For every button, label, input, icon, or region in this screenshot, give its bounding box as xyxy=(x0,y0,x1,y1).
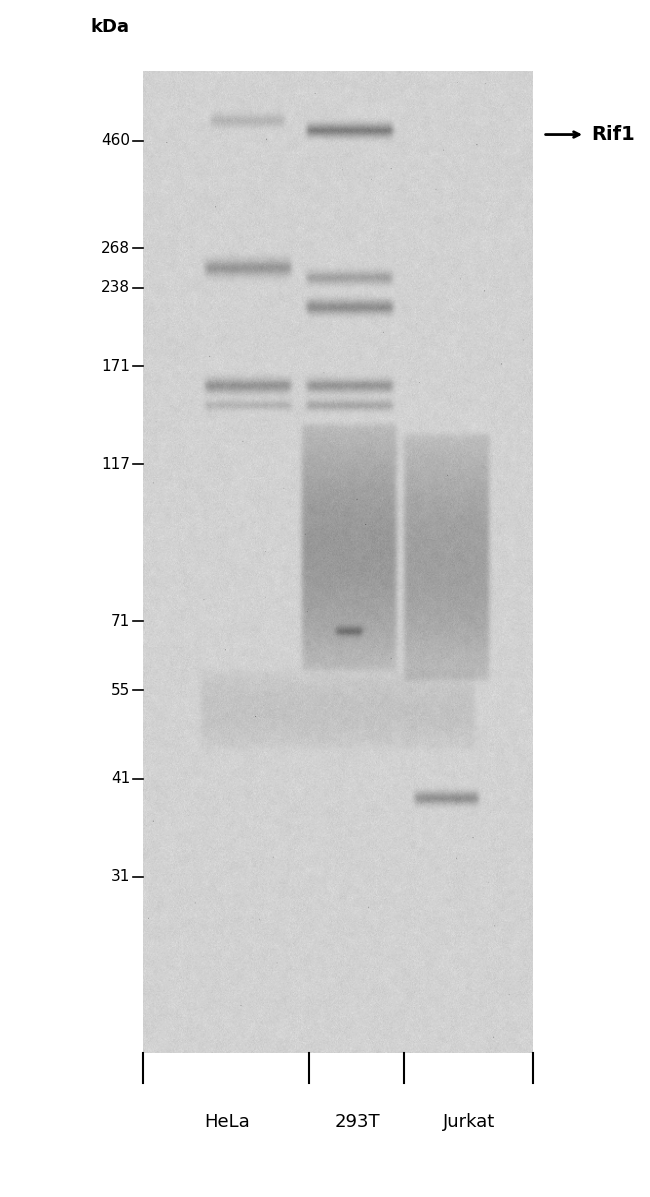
Text: 55: 55 xyxy=(111,682,130,698)
Text: 293T: 293T xyxy=(335,1113,380,1131)
Text: 268: 268 xyxy=(101,241,130,256)
Text: 41: 41 xyxy=(111,771,130,786)
Text: Rif1: Rif1 xyxy=(592,124,635,144)
Text: 238: 238 xyxy=(101,280,130,296)
Text: HeLa: HeLa xyxy=(204,1113,250,1131)
Text: 460: 460 xyxy=(101,133,130,148)
Text: 31: 31 xyxy=(111,869,130,885)
Text: 171: 171 xyxy=(101,359,130,373)
Text: 117: 117 xyxy=(101,457,130,472)
Text: kDa: kDa xyxy=(91,18,130,36)
Text: 71: 71 xyxy=(111,614,130,628)
Text: Jurkat: Jurkat xyxy=(443,1113,495,1131)
